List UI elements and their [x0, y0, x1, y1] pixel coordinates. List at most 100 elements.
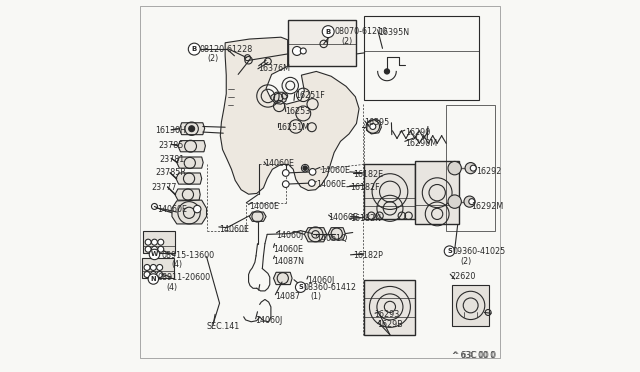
Circle shape [145, 239, 151, 245]
Text: (2): (2) [207, 54, 218, 63]
Polygon shape [271, 92, 287, 104]
Circle shape [292, 46, 301, 55]
Circle shape [144, 264, 150, 270]
Text: 1629B: 1629B [377, 320, 403, 329]
Circle shape [464, 196, 475, 207]
Circle shape [158, 239, 164, 245]
Bar [287, 20, 356, 66]
Polygon shape [177, 157, 203, 168]
Circle shape [309, 169, 316, 175]
Text: 14060E: 14060E [220, 225, 250, 234]
Text: SEC.141: SEC.141 [207, 322, 240, 331]
Text: 16251M: 16251M [277, 123, 309, 132]
Text: 08360-61412: 08360-61412 [303, 283, 356, 292]
Circle shape [193, 205, 201, 213]
Polygon shape [172, 200, 207, 224]
Text: N: N [150, 276, 156, 282]
Text: 16130H: 16130H [156, 126, 186, 135]
Circle shape [152, 239, 157, 245]
Circle shape [157, 264, 163, 270]
Circle shape [188, 43, 200, 55]
Circle shape [157, 272, 163, 278]
Text: 16376M: 16376M [258, 64, 290, 73]
Bar [447, 105, 495, 231]
Polygon shape [273, 272, 292, 285]
Text: 16395N: 16395N [378, 28, 409, 37]
Circle shape [444, 246, 454, 256]
Circle shape [148, 274, 159, 284]
Circle shape [385, 69, 390, 74]
Text: 08070-61210: 08070-61210 [334, 27, 387, 36]
Circle shape [296, 282, 306, 292]
Circle shape [308, 180, 315, 186]
Text: 14060J: 14060J [255, 316, 283, 325]
Text: 16182P: 16182P [353, 251, 383, 260]
Circle shape [448, 195, 461, 208]
Bar [364, 16, 479, 100]
Polygon shape [176, 173, 202, 184]
Bar [143, 231, 175, 253]
Circle shape [282, 181, 289, 187]
Text: 16251F: 16251F [294, 92, 324, 100]
Polygon shape [305, 228, 326, 242]
Circle shape [470, 165, 476, 171]
Text: S: S [298, 284, 303, 290]
Polygon shape [175, 189, 200, 200]
Circle shape [158, 246, 164, 252]
Text: W: W [151, 251, 158, 257]
Text: 14087N: 14087N [273, 257, 305, 266]
Polygon shape [364, 280, 415, 335]
Text: 16292: 16292 [476, 167, 502, 176]
Text: ^ 63C 00 0: ^ 63C 00 0 [452, 351, 495, 360]
Text: (2): (2) [460, 257, 472, 266]
Bar [364, 164, 415, 219]
Bar [452, 285, 489, 326]
Circle shape [150, 264, 156, 270]
Circle shape [144, 272, 150, 278]
Bar [415, 161, 459, 224]
Polygon shape [178, 141, 205, 152]
Text: 14087: 14087 [275, 292, 301, 301]
Text: B: B [326, 29, 331, 35]
Circle shape [189, 126, 195, 132]
Text: 14060E: 14060E [157, 205, 188, 214]
Polygon shape [248, 53, 252, 62]
Circle shape [150, 272, 156, 278]
Polygon shape [367, 119, 381, 134]
Bar [142, 258, 174, 278]
Text: 16182E: 16182E [353, 170, 383, 179]
Circle shape [301, 164, 309, 172]
Circle shape [282, 170, 289, 176]
Circle shape [300, 48, 306, 54]
Text: ^ 63C 00 0: ^ 63C 00 0 [453, 351, 496, 360]
Text: 23781: 23781 [159, 155, 184, 164]
Text: 14060J: 14060J [276, 231, 304, 240]
Circle shape [465, 163, 476, 174]
Circle shape [468, 199, 475, 205]
Text: (4): (4) [167, 283, 178, 292]
Circle shape [322, 26, 334, 38]
Text: 08915-13600: 08915-13600 [161, 251, 214, 260]
Text: 16292M: 16292M [470, 202, 503, 211]
Circle shape [370, 124, 376, 129]
Text: B: B [191, 46, 197, 52]
Text: 08120-61228: 08120-61228 [199, 45, 252, 54]
Text: 23777: 23777 [152, 183, 177, 192]
Text: 23785R: 23785R [156, 169, 186, 177]
Text: (4): (4) [172, 260, 182, 269]
Text: 14061Q: 14061Q [316, 234, 348, 243]
Circle shape [448, 161, 461, 175]
Circle shape [145, 246, 151, 252]
Polygon shape [220, 37, 359, 194]
Text: 08911-20600: 08911-20600 [157, 273, 211, 282]
Text: 14060E: 14060E [320, 166, 350, 174]
Polygon shape [250, 212, 266, 221]
Text: 09360-41025: 09360-41025 [452, 247, 506, 256]
Circle shape [303, 166, 307, 170]
Polygon shape [179, 123, 205, 135]
Text: 22620: 22620 [450, 272, 476, 280]
Text: S: S [447, 248, 452, 254]
Text: 16182F: 16182F [349, 183, 380, 192]
Text: 16395: 16395 [365, 118, 390, 127]
Text: 14060E: 14060E [264, 159, 294, 168]
